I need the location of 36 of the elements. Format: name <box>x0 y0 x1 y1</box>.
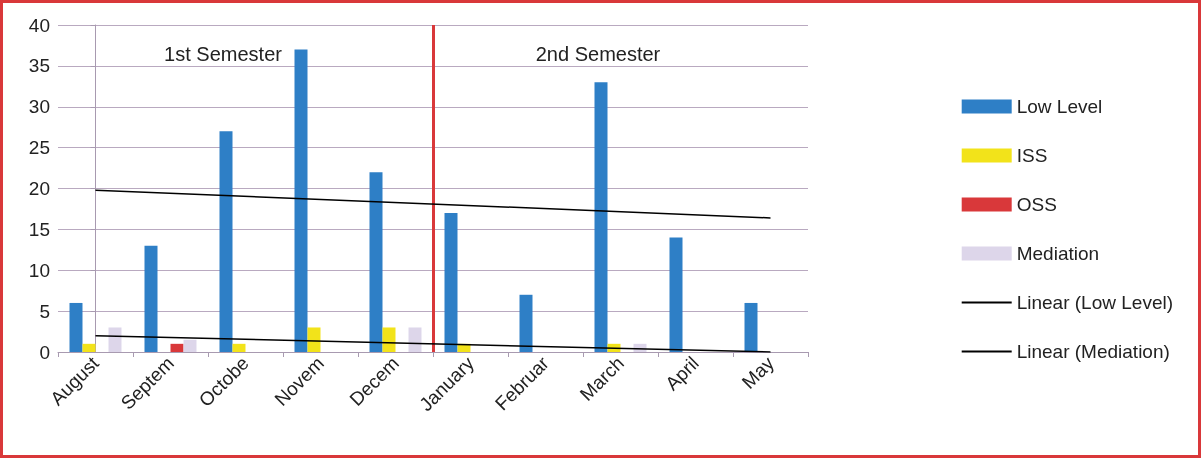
bar <box>69 302 83 352</box>
x-tick-label: May <box>737 352 779 393</box>
bar <box>744 302 758 352</box>
annotation: 1st Semester <box>164 43 283 66</box>
bar <box>219 131 233 352</box>
y-tick-label: 35 <box>28 55 50 77</box>
y-tick-label: 20 <box>28 178 50 199</box>
y-tick-label: 30 <box>28 96 50 118</box>
y-tick-label: 0 <box>39 341 50 363</box>
bar <box>594 82 608 352</box>
legend-label: Linear (Mediation) <box>1016 341 1170 362</box>
legend-label: OSS <box>1016 194 1057 215</box>
y-tick-label: 15 <box>28 218 50 240</box>
bar <box>382 327 396 352</box>
bar <box>369 172 383 352</box>
bar <box>519 294 533 352</box>
legend-label: Low Level <box>1016 96 1103 117</box>
y-tick-label: 40 <box>28 14 50 36</box>
bar <box>669 237 683 352</box>
bar <box>108 327 122 352</box>
legend-label: ISS <box>1016 145 1048 166</box>
legend-label: Mediation <box>1016 243 1100 264</box>
legend-label: Linear (Low Level) <box>1016 292 1174 313</box>
y-tick-label: 25 <box>28 137 50 159</box>
bar <box>444 213 458 352</box>
bar <box>144 245 158 352</box>
y-tick-label: 10 <box>28 259 50 281</box>
bar <box>170 343 184 352</box>
bar <box>232 343 246 352</box>
bar <box>307 327 321 352</box>
bar <box>183 339 197 352</box>
bar <box>294 49 308 352</box>
bar <box>408 327 422 352</box>
y-tick-label: 5 <box>39 300 50 322</box>
bar <box>82 343 96 352</box>
annotation: 2nd Semester <box>535 43 661 66</box>
